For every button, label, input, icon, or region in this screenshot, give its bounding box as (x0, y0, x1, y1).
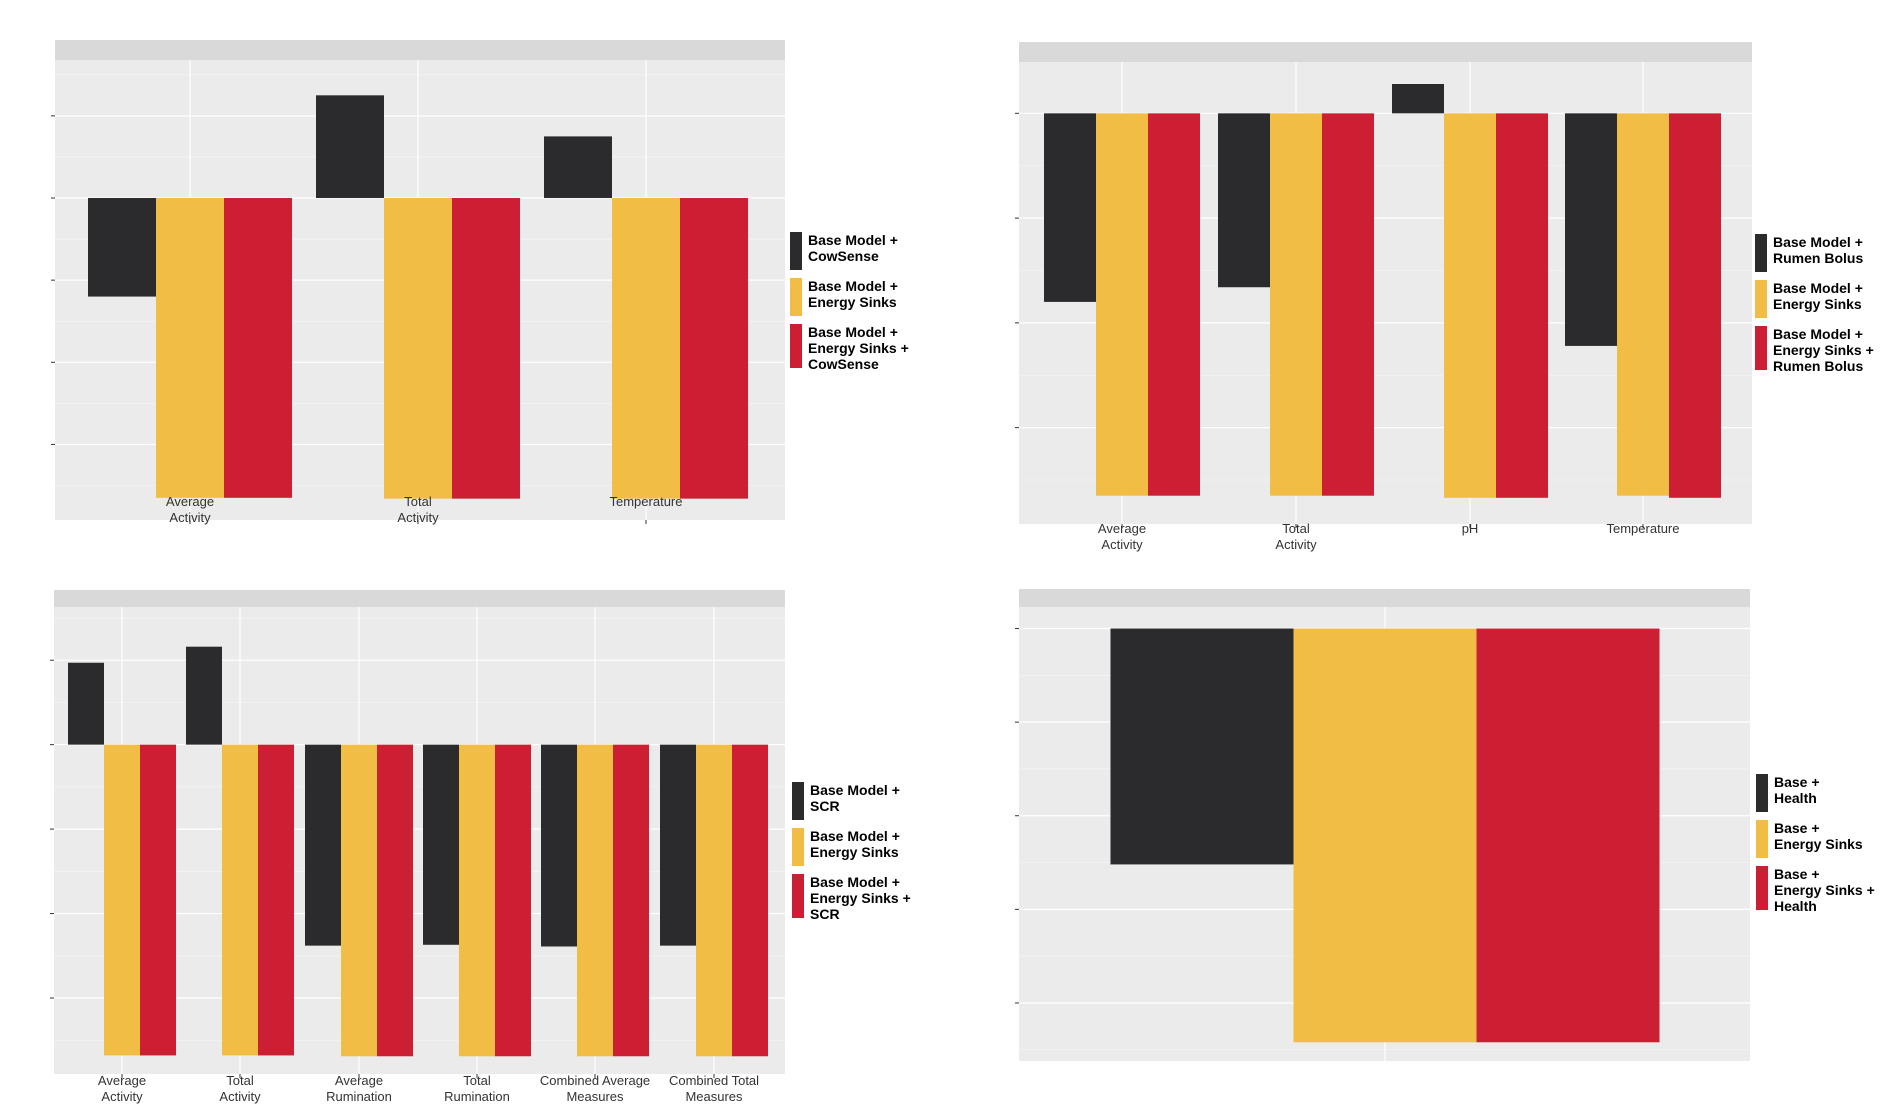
bar-energy (1096, 113, 1148, 496)
facet-strip (55, 40, 785, 60)
bar-energy (577, 744, 613, 1057)
legend-label: Base + Energy Sinks + Health (1774, 866, 1875, 914)
bar-energy (1444, 113, 1496, 498)
legend-key-energy (792, 828, 804, 866)
x-tick-label: Total Rumination (444, 1073, 510, 1104)
bar-base (1218, 113, 1270, 288)
legend-label: Base Model + Energy Sinks (810, 828, 900, 860)
legend-key-energy (1755, 280, 1767, 318)
bar-base (1392, 84, 1444, 114)
legend-label: Base Model + Energy Sinks + Rumen Bolus (1773, 326, 1874, 374)
bar-base (186, 646, 222, 745)
legend-key-energy (790, 278, 802, 316)
legend-key-base (792, 782, 804, 820)
bar-energy (104, 744, 140, 1056)
legend-key-combined (790, 324, 802, 368)
legend-label: Base Model + Rumen Bolus (1773, 234, 1863, 266)
bar-combined (1496, 113, 1548, 498)
bar-base (541, 744, 577, 947)
legend-label: Base + Energy Sinks (1774, 820, 1863, 852)
bar-energy (696, 744, 732, 1057)
legend-label: Base Model + SCR (810, 782, 900, 814)
bar-base (423, 744, 459, 945)
x-tick-label: Temperature (1607, 521, 1680, 536)
bar-base (660, 744, 696, 946)
legend-label: Base Model + Energy Sinks + CowSense (808, 324, 909, 372)
bar-combined (377, 744, 413, 1057)
bar-combined (1322, 113, 1374, 496)
x-tick-label: Average Activity (1098, 521, 1146, 552)
x-tick-label: Temperature (610, 494, 683, 509)
bar-combined (452, 198, 520, 499)
bar-energy (459, 744, 495, 1057)
bar-energy (384, 198, 452, 499)
legend-label: Base Model + Energy Sinks + SCR (810, 874, 911, 922)
x-tick-label: pH (1462, 521, 1479, 536)
panel-d: Base + Health Base + Energy Sinks Base + Ener… (1015, 589, 1875, 1061)
legend-label: Base + Health (1774, 774, 1820, 806)
facet-strip (1019, 589, 1750, 607)
facet-strip (1019, 42, 1752, 62)
x-tick-label: Combined Total Measures (669, 1073, 759, 1104)
bar-base (1044, 113, 1096, 302)
bar-combined (1669, 113, 1721, 498)
x-tick-label: Average Activity (98, 1073, 146, 1104)
x-tick-label: Combined Average Measures (540, 1073, 650, 1104)
bar-base (544, 136, 612, 198)
x-tick-label: Average Activity (166, 494, 214, 525)
bar-energy (1270, 113, 1322, 496)
bar-combined (613, 744, 649, 1057)
bar-base (1110, 628, 1294, 865)
legend-key-energy (1756, 820, 1768, 858)
bar-combined (224, 198, 292, 498)
bar-combined (258, 744, 294, 1056)
facet-strip (54, 590, 785, 607)
x-tick-label: Total Activity (397, 494, 439, 525)
legend-key-combined (1755, 326, 1767, 370)
bar-energy (341, 744, 377, 1057)
panel-a: Average Activity Total Activity Temperature B… (51, 40, 909, 525)
x-tick-label: Total Activity (1275, 521, 1317, 552)
legend: Base Model + Rumen Bolus Base Model + Energ… (1755, 234, 1874, 374)
bar-base (1565, 113, 1617, 346)
x-tick-label: Total Activity (219, 1073, 261, 1104)
legend-key-base (1755, 234, 1767, 272)
bar-energy (156, 198, 224, 498)
legend: Base + Health Base + Energy Sinks Base + Ener… (1756, 774, 1875, 914)
bar-combined (495, 744, 531, 1057)
legend-key-base (790, 232, 802, 270)
legend: Base Model + SCR Base Model + Energy Sinks B… (792, 782, 911, 922)
bar-energy (222, 744, 258, 1056)
bar-energy (1617, 113, 1669, 496)
bar-base (305, 744, 341, 946)
legend-label: Base Model + CowSense (808, 232, 898, 264)
bar-energy (612, 198, 680, 499)
bar-combined (1476, 628, 1660, 1043)
bar-base (316, 95, 384, 198)
legend-key-base (1756, 774, 1768, 812)
panel-c: Average Activity Total Activity Average Rumin… (50, 590, 911, 1104)
legend-label: Base Model + Energy Sinks (1773, 280, 1863, 312)
legend-label: Base Model + Energy Sinks (808, 278, 898, 310)
bar-combined (732, 744, 768, 1057)
legend: Base Model + CowSense Base Model + Energy S… (790, 232, 909, 372)
legend-key-combined (792, 874, 804, 918)
bar-base (68, 662, 104, 745)
bar-combined (140, 744, 176, 1056)
legend-key-combined (1756, 866, 1768, 910)
panel-b: Average Activity Total Activity pH Temperatur… (1015, 42, 1874, 552)
x-tick-label: Average Rumination (326, 1073, 392, 1104)
bar-energy (1293, 628, 1477, 1043)
bar-combined (1148, 113, 1200, 496)
bar-base (88, 198, 156, 297)
bar-combined (680, 198, 748, 499)
